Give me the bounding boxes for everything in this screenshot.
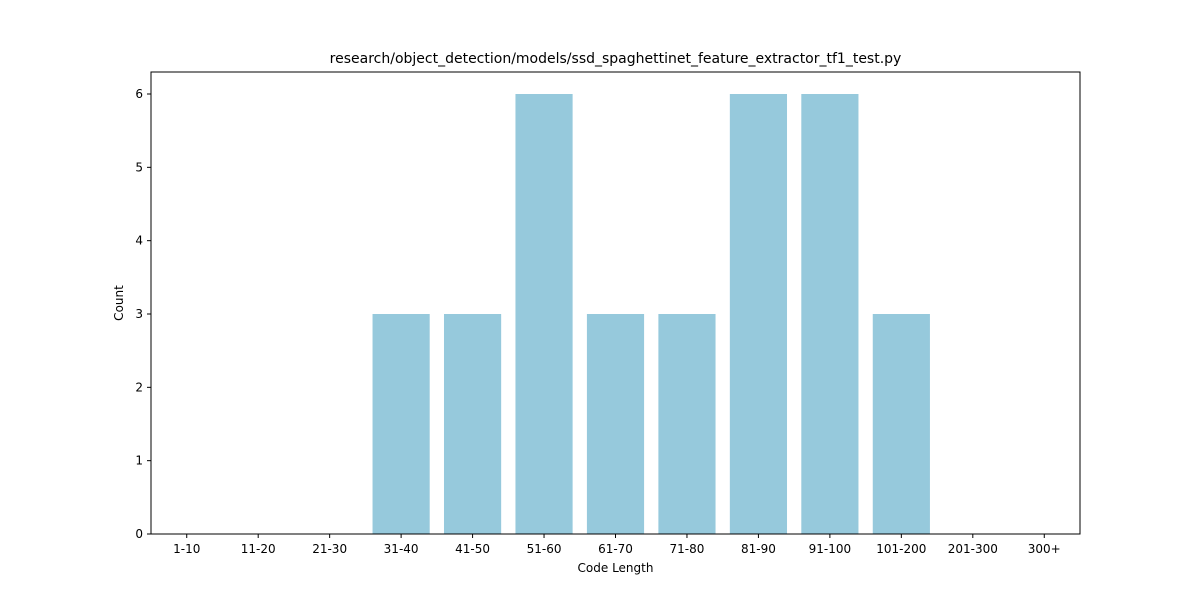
x-tick-label: 91-100 — [809, 542, 852, 556]
x-tick-label: 11-20 — [241, 542, 276, 556]
y-tick-label: 5 — [135, 160, 143, 174]
x-tick-label: 300+ — [1028, 542, 1061, 556]
y-tick-label: 3 — [135, 307, 143, 321]
bar-101-200 — [872, 314, 930, 534]
chart-title: research/object_detection/models/ssd_spa… — [330, 51, 902, 67]
x-tick-label: 71-80 — [670, 542, 705, 556]
y-tick-label: 4 — [135, 234, 143, 248]
bar-71-80 — [658, 314, 716, 534]
y-tick-label: 6 — [135, 87, 143, 101]
x-tick-label: 201-300 — [948, 542, 998, 556]
x-tick-label: 31-40 — [384, 542, 419, 556]
bars-group — [372, 94, 930, 534]
x-axis-ticks: 1-10 11-20 21-30 31-40 41-50 51-60 61-70 71-80 8… — [173, 534, 1061, 556]
y-tick-label: 1 — [135, 454, 143, 468]
bar-81-90 — [729, 94, 788, 534]
y-tick-label: 0 — [135, 527, 143, 541]
y-axis-ticks: 0 1 2 3 4 5 6 — [135, 87, 151, 541]
bar-41-50 — [443, 314, 502, 534]
bar-51-60 — [515, 94, 573, 534]
x-axis-label: Code Length — [578, 561, 654, 575]
y-tick-label: 2 — [135, 380, 143, 394]
x-tick-label: 41-50 — [455, 542, 490, 556]
x-tick-label: 81-90 — [741, 542, 776, 556]
x-tick-label: 1-10 — [173, 542, 200, 556]
bar-91-100 — [801, 94, 859, 534]
x-tick-label: 61-70 — [598, 542, 633, 556]
x-tick-label: 101-200 — [876, 542, 926, 556]
x-tick-label: 51-60 — [527, 542, 562, 556]
y-axis-label: Count — [112, 285, 126, 321]
x-tick-label: 21-30 — [312, 542, 347, 556]
bar-31-40 — [372, 314, 430, 534]
bar-61-70 — [586, 314, 645, 534]
